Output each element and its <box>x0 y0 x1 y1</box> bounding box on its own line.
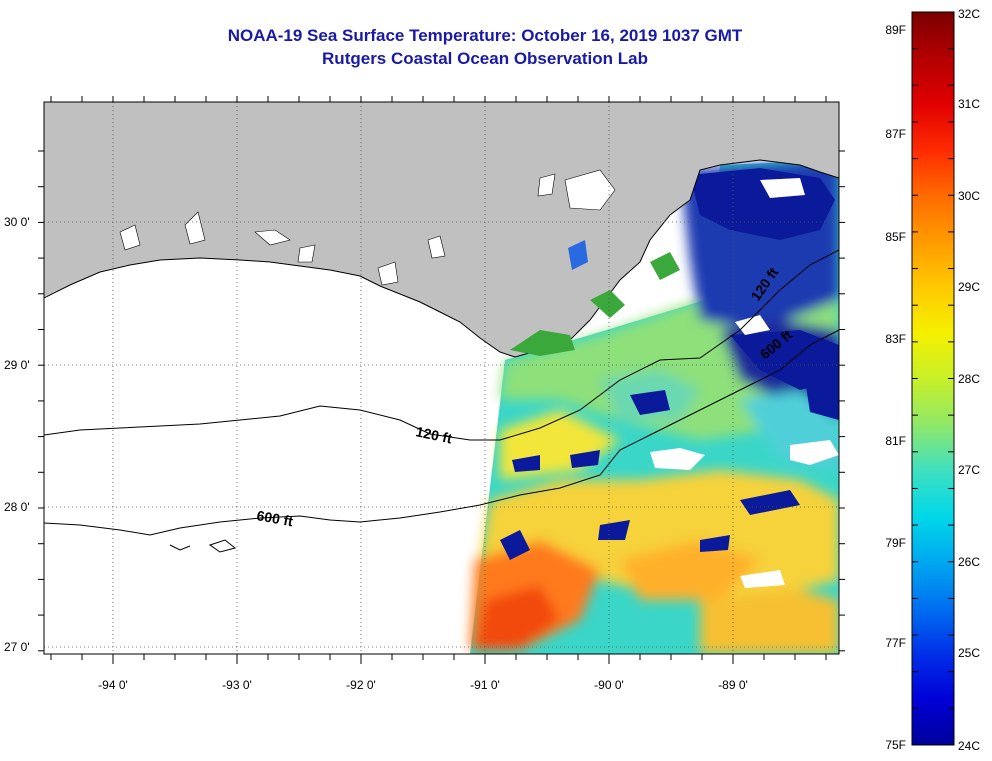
sst-swath <box>470 160 839 654</box>
axis-ticks <box>38 96 845 664</box>
colorbar-ticks <box>912 11 954 746</box>
delta-vegetation <box>510 252 680 356</box>
colorbar-c-label: 31C <box>958 97 980 111</box>
colorbar-c-label: 28C <box>958 372 980 386</box>
colorbar-fahrenheit-labels: 89F 87F 85F 83F 81F 79F 77F 75F <box>885 23 906 752</box>
colorbar <box>911 11 955 746</box>
colorbar-f-label: 77F <box>885 636 906 650</box>
colorbar-f-label: 75F <box>885 738 906 752</box>
x-tick-label: -92 0' <box>346 678 376 692</box>
cloud-mask <box>650 178 839 588</box>
y-tick-label: 30 0' <box>4 215 30 229</box>
colorbar-f-label: 79F <box>885 536 906 550</box>
map-frame <box>43 101 840 655</box>
x-tick-label: -94 0' <box>98 678 128 692</box>
x-tick-label: -90 0' <box>594 678 624 692</box>
colorbar-c-label: 25C <box>958 646 980 660</box>
y-tick-label: 28 0' <box>4 500 30 514</box>
colorbar-c-label: 32C <box>958 7 980 21</box>
x-tick-label: -93 0' <box>222 678 252 692</box>
contour-label-600ft-west: 600 ft <box>255 507 294 529</box>
colorbar-c-label: 24C <box>958 739 980 753</box>
bathymetry-contours <box>44 249 839 553</box>
x-tick-label: -91 0' <box>470 678 500 692</box>
colorbar-f-label: 81F <box>885 434 906 448</box>
colorbar-f-label: 83F <box>885 332 906 346</box>
contour-120ft <box>44 249 839 441</box>
colorbar-f-label: 85F <box>885 230 906 244</box>
colorbar-f-label: 89F <box>885 23 906 37</box>
contour-label-120ft-west: 120 ft <box>414 423 453 446</box>
y-tick-label: 27 0' <box>4 640 30 654</box>
map-title: NOAA-19 Sea Surface Temperature: October… <box>227 26 743 45</box>
colorbar-c-label: 26C <box>958 555 980 569</box>
y-axis-labels: 30 0' 29 0' 28 0' 27 0' <box>4 215 30 654</box>
x-tick-label: -89 0' <box>718 678 748 692</box>
graticule <box>44 102 839 654</box>
x-axis-labels: -94 0' -93 0' -92 0' -91 0' -90 0' -89 0… <box>98 678 748 692</box>
contour-600ft <box>44 329 839 536</box>
land-mass <box>44 102 839 358</box>
y-tick-label: 29 0' <box>4 358 30 372</box>
colorbar-f-label: 87F <box>885 127 906 141</box>
colorbar-c-label: 30C <box>958 189 980 203</box>
colorbar-c-label: 27C <box>958 463 980 477</box>
map-subtitle: Rutgers Coastal Ocean Observation Lab <box>322 49 648 68</box>
colorbar-celsius-labels: 32C 31C 30C 29C 28C 27C 26C 25C 24C <box>958 7 980 753</box>
inland-lakes <box>119 169 616 286</box>
colorbar-c-label: 29C <box>958 280 980 294</box>
